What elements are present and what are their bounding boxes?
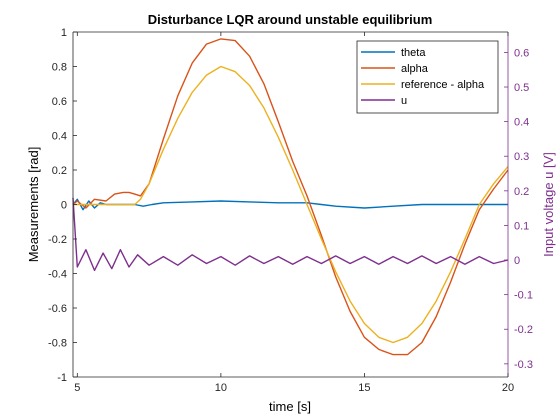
right-tick-label: 0.6 — [514, 47, 529, 59]
left-tick-label: 0.2 — [52, 165, 67, 177]
series-line-alpha — [72, 38, 509, 356]
series-layer — [72, 38, 509, 356]
right-tick-label: -0.2 — [514, 324, 533, 336]
left-tick-label: 0.8 — [52, 62, 67, 74]
x-tick-label: 20 — [502, 382, 514, 394]
right-tick-label: -0.3 — [514, 359, 533, 371]
right-tick-label: 0.3 — [514, 151, 529, 163]
legend-label-reference-alpha: reference - alpha — [401, 79, 485, 91]
left-tick-label: -0.6 — [48, 303, 67, 315]
legend-label-theta: theta — [401, 47, 426, 59]
left-axis-label: Measurements [rad] — [26, 147, 41, 263]
legend: theta alpha reference - alpha u — [356, 40, 499, 114]
right-axis-label: Input voltage u [V] — [541, 152, 556, 257]
right-tick-label: 0.2 — [514, 186, 529, 198]
x-tick-label: 15 — [358, 382, 370, 394]
legend-label-u: u — [401, 95, 407, 107]
x-tick-label: 10 — [215, 382, 227, 394]
chart-title: Disturbance LQR around unstable equilibr… — [148, 12, 433, 27]
left-tick-label: -0.2 — [48, 234, 67, 246]
right-tick-label: -0.1 — [514, 290, 533, 302]
left-tick-label: 0 — [61, 200, 67, 212]
right-tick-label: 0 — [514, 255, 520, 267]
left-tick-label: 0.4 — [52, 131, 67, 143]
left-tick-label: -0.8 — [48, 338, 67, 350]
left-axis-ticks: -1 -0.8 -0.6 -0.4 -0.2 0 0.2 0.4 0.6 0.8 1 — [48, 27, 77, 384]
left-tick-label: -0.4 — [48, 269, 67, 281]
right-tick-label: 0.4 — [514, 117, 529, 129]
x-tick-label: 5 — [74, 382, 80, 394]
series-line-u — [72, 197, 509, 272]
legend-label-alpha: alpha — [401, 63, 429, 75]
x-axis-label: time [s] — [269, 399, 311, 414]
right-tick-label: 0.1 — [514, 220, 529, 232]
legend-box — [356, 40, 499, 114]
left-tick-label: -1 — [57, 372, 67, 384]
x-axis-ticks: 5 10 15 20 — [74, 32, 514, 394]
series-line-theta — [72, 198, 508, 211]
right-axis-ticks: -0.3 -0.2 -0.1 0 0.1 0.2 0.3 0.4 0.5 0.6 — [504, 47, 533, 371]
series-line-reference-alpha — [73, 65, 509, 344]
left-tick-label: 1 — [61, 27, 67, 39]
right-tick-label: 0.5 — [514, 82, 529, 94]
left-tick-label: 0.6 — [52, 96, 67, 108]
